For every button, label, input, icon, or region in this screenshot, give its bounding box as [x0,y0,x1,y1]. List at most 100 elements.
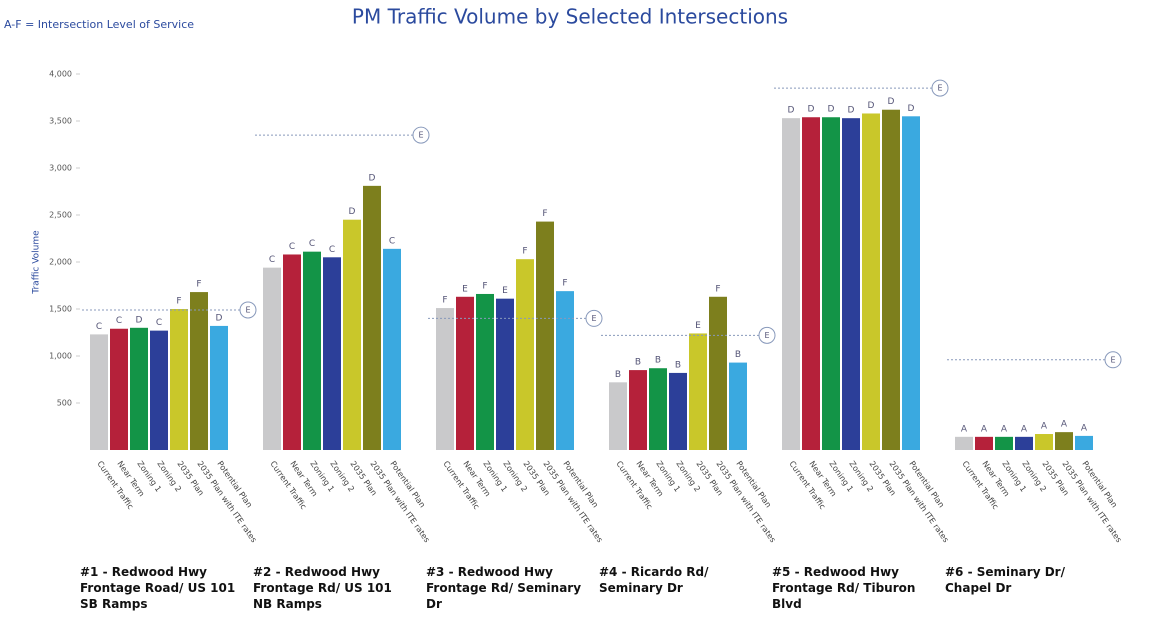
y-tick-label: 2,500 [49,211,72,220]
group-label: #1 - Redwood Hwy Frontage Road/ US 101 S… [80,565,236,611]
los-label: C [389,236,395,246]
bar [90,334,108,450]
threshold-label: E [418,131,423,140]
los-label: F [176,297,181,307]
los-label: D [808,105,815,115]
los-label: B [735,350,741,360]
y-tick-label: 500 [57,399,72,408]
los-label: B [615,370,621,380]
los-label: C [269,255,275,265]
threshold-marker [758,326,776,344]
bar [802,117,820,451]
y-tick-label: 3,500 [49,117,72,126]
y-tick-label: 2,000 [49,258,72,267]
los-label: A [961,424,968,434]
los-label: B [655,356,661,366]
los-label: F [442,296,447,306]
threshold-label: E [245,305,250,314]
bar [1035,434,1053,450]
bar [130,327,148,450]
los-label: C [116,316,122,326]
bar [729,362,747,450]
bar [496,298,514,450]
threshold-marker [239,301,257,319]
los-label: D [888,97,895,107]
bar [170,309,188,450]
los-label: D [908,104,915,114]
bar [323,257,341,450]
los-label: F [522,247,527,257]
los-label: F [562,279,567,289]
bar [782,118,800,451]
los-label: C [96,322,102,332]
bar [995,436,1013,450]
threshold-marker [585,309,603,327]
group-label: #3 - Redwood Hwy Frontage Rd/ Seminary D… [426,565,582,611]
bar [689,333,707,450]
threshold-label: E [591,314,596,323]
los-label: F [542,209,547,219]
group-label: #5 - Redwood Hwy Frontage Rd/ Tiburon Bl… [772,565,916,611]
los-label: D [369,173,376,183]
bar [975,436,993,450]
los-label: F [715,284,720,294]
los-label: D [216,313,223,323]
bar [1015,436,1033,450]
bar [629,370,647,450]
los-label: C [309,239,315,249]
bar [436,308,454,450]
bar [862,113,880,450]
bar [1075,435,1093,450]
bar [516,259,534,450]
los-label: F [482,281,487,291]
los-label: D [349,207,356,217]
chart-title: PM Traffic Volume by Selected Intersecti… [352,5,788,29]
los-label: C [156,318,162,328]
los-label: D [868,101,875,111]
los-label: A [1081,423,1088,433]
bar [842,118,860,451]
y-tick-label: 1,500 [49,305,72,314]
los-label: E [502,286,508,296]
threshold-marker [931,79,949,97]
bar [882,109,900,450]
group-label: #6 - Seminary Dr/ Chapel Dr [945,565,1065,595]
bar [343,219,361,450]
bar [955,436,973,450]
bar [190,292,208,450]
group-label: #2 - Redwood Hwy Frontage Rd/ US 101 NB … [253,565,392,611]
bar [669,372,687,450]
threshold-label: E [937,84,942,93]
bar [150,330,168,450]
los-label: E [462,284,468,294]
threshold-marker [1104,351,1122,369]
los-label: D [848,106,855,116]
los-label: E [695,321,701,331]
threshold-label: E [764,331,769,340]
bar [476,293,494,450]
los-label: A [1041,422,1048,432]
bar [1055,432,1073,450]
los-label: B [675,360,681,370]
los-label: A [1021,424,1028,434]
threshold-marker [412,126,430,144]
bar [709,296,727,450]
bar [110,328,128,450]
bar [283,254,301,450]
los-label: F [196,280,201,290]
los-label: D [828,105,835,115]
los-label: C [329,245,335,255]
los-label: A [1001,424,1008,434]
los-label: C [289,242,295,252]
bar [210,325,228,450]
bar [383,248,401,450]
y-tick-label: 4,000 [49,70,72,79]
bar [263,267,281,450]
bar [556,291,574,450]
threshold-label: E [1110,355,1115,364]
y-axis-label: Traffic Volume [32,230,42,295]
bar [456,296,474,450]
y-tick-label: 3,000 [49,164,72,173]
note: A-F = Intersection Level of Service [4,18,195,31]
